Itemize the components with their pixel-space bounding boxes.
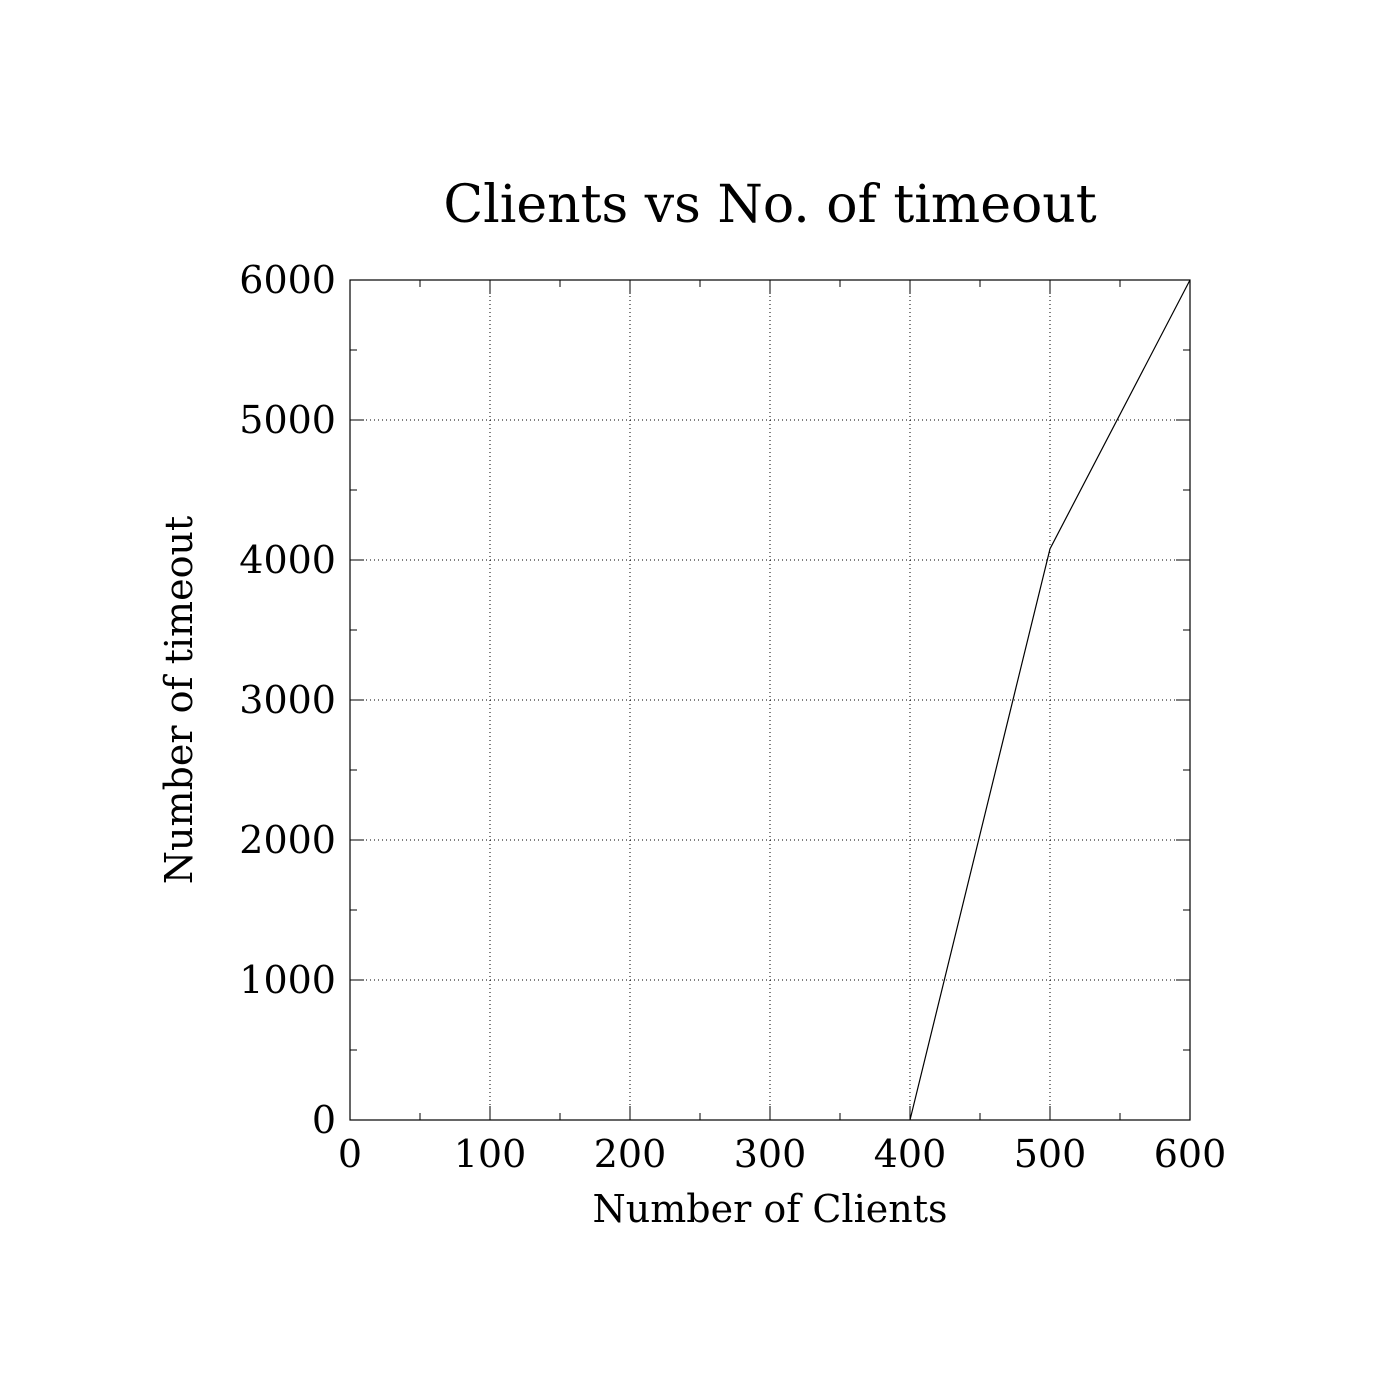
y-tick-labels: 0 1000 2000 3000 4000 5000 6000 <box>239 258 336 1142</box>
x-tick-label: 600 <box>1154 1132 1227 1176</box>
y-tick-label: 3000 <box>239 678 336 722</box>
gridlines <box>350 280 1190 1120</box>
plot-frame <box>349 279 1191 1121</box>
x-tick-label: 400 <box>874 1132 947 1176</box>
y-tick-label: 0 <box>312 1098 336 1142</box>
x-tick-label: 100 <box>454 1132 527 1176</box>
x-tick-label: 200 <box>594 1132 667 1176</box>
y-tick-label: 2000 <box>239 818 336 862</box>
series-layer <box>909 279 1191 1121</box>
y-tick-label: 6000 <box>239 258 336 302</box>
series-line-0 <box>909 279 1191 1121</box>
chart-title: Clients vs No. of timeout <box>443 175 1096 235</box>
x-tick-label: 0 <box>338 1132 362 1176</box>
y-tick-label: 1000 <box>239 958 336 1002</box>
x-tick-labels: 0 100 200 300 400 500 600 <box>338 1132 1226 1176</box>
x-tick-label: 300 <box>734 1132 807 1176</box>
x-tick-label: 500 <box>1014 1132 1087 1176</box>
y-tick-label: 5000 <box>239 398 336 442</box>
x-axis-label: Number of Clients <box>593 1187 948 1231</box>
y-tick-label: 4000 <box>239 538 336 582</box>
y-axis-label: Number of timeout <box>157 516 201 884</box>
